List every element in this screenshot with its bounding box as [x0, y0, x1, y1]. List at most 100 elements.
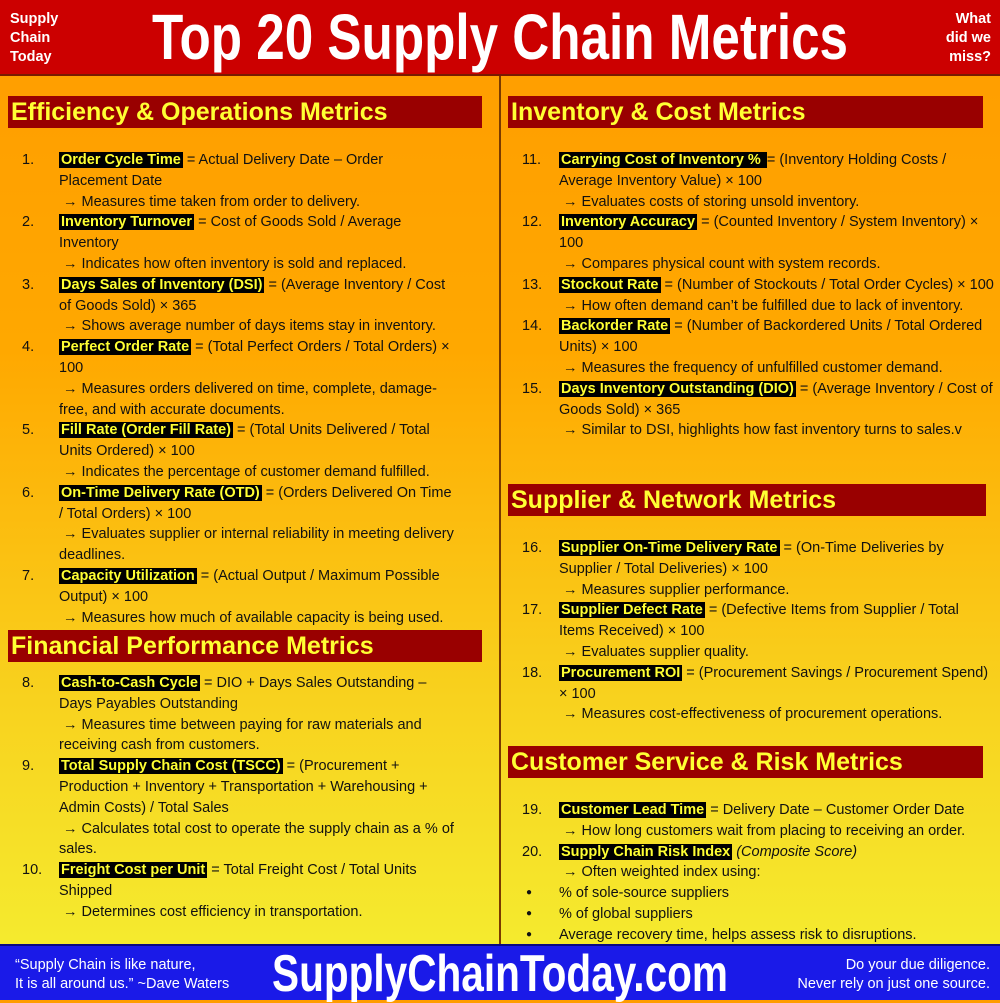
- bullet-item: ● % of sole-source suppliers: [514, 883, 994, 904]
- what-did-we-miss-label: What did we miss?: [946, 10, 991, 67]
- metric-formula: = (Number of Stockouts / Total Order Cyc…: [660, 276, 994, 293]
- metric-item: 7. Capacity Utilization = (Actual Output …: [14, 566, 454, 628]
- column-divider: [499, 76, 501, 944]
- metric-number: 20.: [522, 843, 543, 860]
- metric-name: Inventory Turnover: [59, 214, 195, 231]
- metric-formula: = (Average Inventory / Cost of Goods Sol…: [59, 276, 446, 314]
- metric-formula: = (Orders Delivered On Time / Total Orde…: [59, 484, 452, 522]
- metric-description: → Compares physical count with system re…: [563, 255, 881, 272]
- miss-line: What: [955, 11, 991, 27]
- disclaimer-line: Do your due diligence.: [845, 957, 990, 973]
- metric-description: → Evaluates supplier or internal reliabi…: [59, 526, 454, 564]
- metric-item: 17. Supplier Defect Rate = (Defective Ite…: [514, 600, 994, 662]
- metric-item: 3. Days Sales of Inventory (DSI) = (Avera…: [14, 275, 454, 337]
- bullet-item: ● % of global suppliers: [514, 904, 994, 925]
- page-title: Top 20 Supply Chain Metrics: [151, 1, 849, 73]
- metric-item: 16. Supplier On-Time Delivery Rate = (On-…: [514, 538, 994, 600]
- metric-number: 2.: [22, 214, 35, 231]
- metric-number: 8.: [22, 675, 35, 691]
- metric-number: 7.: [22, 567, 35, 584]
- metric-number: 16.: [522, 540, 543, 556]
- metric-number: 6.: [22, 484, 35, 501]
- metric-item: 14. Backorder Rate = (Number of Backorder…: [514, 316, 994, 378]
- metric-description: → Indicates how often inventory is sold …: [63, 255, 407, 272]
- brand-line: Today: [10, 49, 52, 65]
- metric-item: 15. Days Inventory Outstanding (DIO) = (A…: [514, 379, 994, 441]
- metric-name: Days Inventory Outstanding (DIO): [559, 380, 796, 397]
- metric-number: 10.: [22, 862, 43, 879]
- metric-item: 9. Total Supply Chain Cost (TSCC) = (Proc…: [14, 756, 454, 860]
- metrics-list-customer: 19. Customer Lead Time = Delivery Date – …: [514, 800, 994, 946]
- metric-number: 18.: [522, 664, 543, 681]
- metric-formula: = (Actual Output / Maximum Possible Outp…: [59, 567, 440, 605]
- metric-number: 5.: [22, 422, 35, 439]
- brand-line: Supply: [10, 11, 59, 27]
- section-title-efficiency: Efficiency & Operations Metrics: [8, 96, 482, 128]
- metric-number: 1.: [22, 152, 35, 168]
- metric-description: → Evaluates supplier quality.: [563, 643, 749, 660]
- metric-item: 19. Customer Lead Time = Delivery Date – …: [514, 800, 994, 842]
- metric-name: Supplier On-Time Delivery Rate: [559, 540, 780, 556]
- metric-name: Supply Chain Risk Index: [559, 843, 733, 860]
- brand-label: Supply Chain Today: [10, 10, 58, 67]
- bullet-text: Average recovery time, helps assess risk…: [559, 926, 917, 943]
- metric-formula: = (Average Inventory / Cost of Goods Sol…: [559, 380, 993, 418]
- metric-name: Supplier Defect Rate: [559, 602, 705, 619]
- metric-formula: = (Inventory Holding Costs / Average Inv…: [559, 152, 947, 189]
- metric-number: 3.: [22, 276, 35, 293]
- site-link[interactable]: SupplyChainToday.com: [272, 945, 728, 1003]
- metric-formula: = DIO + Days Sales Outstanding – Days Pa…: [59, 675, 427, 712]
- metric-description: → Measures time taken from order to deli…: [63, 193, 361, 210]
- metric-description: → Similar to DSI, highlights how fast in…: [563, 422, 962, 439]
- metric-description: → Measures how much of available capacit…: [63, 609, 444, 626]
- metric-formula-note: (Composite Score): [732, 843, 858, 860]
- metric-formula: = (Procurement + Production + Inventory …: [59, 758, 428, 816]
- miss-line: did we: [945, 30, 991, 46]
- metric-description: → How often demand can’t be fulfilled du…: [563, 297, 964, 314]
- metric-formula: = (Defective Items from Supplier / Total…: [559, 602, 959, 640]
- metric-name: Cash-to-Cash Cycle: [59, 675, 200, 691]
- metric-item: 10. Freight Cost per Unit = Total Freight…: [14, 860, 454, 922]
- bullet-dot-icon: ●: [526, 907, 533, 919]
- metrics-list-supplier: 16. Supplier On-Time Delivery Rate = (On-…: [514, 538, 994, 725]
- metric-number: 13.: [522, 276, 543, 293]
- metric-formula: = Delivery Date – Customer Order Date: [706, 802, 965, 818]
- metric-description: → Measures the frequency of unfulfilled …: [563, 359, 943, 376]
- metric-name: Procurement ROI: [559, 664, 683, 681]
- metric-description: → How long customers wait from placing t…: [563, 822, 966, 839]
- metric-name: Order Cycle Time: [59, 152, 183, 168]
- metric-number: 12.: [522, 214, 543, 231]
- metric-description: → Determines cost efficiency in transpor…: [63, 903, 363, 920]
- metric-formula: = (Number of Backordered Units / Total O…: [559, 318, 983, 356]
- metric-number: 9.: [22, 758, 35, 775]
- metric-description: → Calculates total cost to operate the s…: [59, 820, 454, 858]
- bullet-dot-icon: ●: [526, 928, 533, 940]
- metrics-list-inventory: 11. Carrying Cost of Inventory % = (Inven…: [514, 150, 994, 441]
- metric-formula: = Cost of Goods Sold / Average Inventory: [59, 214, 402, 252]
- disclaimer-line: Never rely on just one source.: [797, 976, 990, 992]
- metric-item: 11. Carrying Cost of Inventory % = (Inven…: [514, 150, 994, 212]
- bullet-text: % of global suppliers: [559, 905, 693, 922]
- metric-item: 12. Inventory Accuracy = (Counted Invento…: [514, 212, 994, 274]
- metric-item: 13. Stockout Rate = (Number of Stockouts …: [514, 275, 994, 317]
- miss-line: miss?: [949, 49, 991, 65]
- metric-item: 6. On-Time Delivery Rate (OTD) = (Orders …: [14, 483, 454, 566]
- metric-number: 15.: [522, 380, 543, 397]
- metric-name: Days Sales of Inventory (DSI): [59, 276, 265, 293]
- metric-number: 19.: [522, 802, 543, 818]
- metric-item: 1. Order Cycle Time = Actual Delivery Dat…: [14, 150, 454, 212]
- metric-formula: = (Total Perfect Orders / Total Orders) …: [59, 339, 450, 376]
- metric-number: 17.: [522, 602, 543, 619]
- metric-name: Stockout Rate: [559, 276, 661, 293]
- metric-item: 18. Procurement ROI = (Procurement Saving…: [514, 663, 994, 725]
- metric-description: → Indicates the percentage of customer d…: [63, 463, 430, 480]
- metric-item: 5. Fill Rate (Order Fill Rate) = (Total U…: [14, 420, 454, 482]
- metric-description: → Measures orders delivered on time, com…: [59, 380, 437, 418]
- bullet-dot-icon: ●: [526, 887, 533, 899]
- bullet-item: ● Average recovery time, helps assess ris…: [514, 925, 994, 946]
- metric-description: → Evaluates costs of storing unsold inve…: [563, 193, 860, 210]
- metrics-list-financial: 8. Cash-to-Cash Cycle = DIO + Days Sales …: [14, 673, 454, 923]
- metric-number: 4.: [22, 339, 35, 356]
- metric-formula: = (Procurement Savings / Procurement Spe…: [559, 664, 989, 702]
- metric-description: → Measures time between paying for raw m…: [59, 716, 422, 754]
